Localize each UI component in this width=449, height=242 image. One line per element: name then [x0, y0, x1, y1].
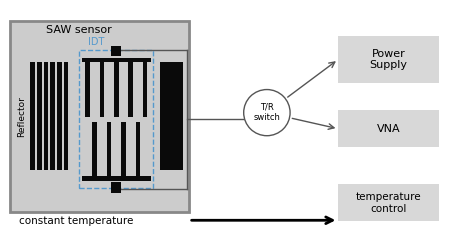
Bar — [128, 62, 133, 117]
Text: Power
Supply: Power Supply — [370, 49, 408, 70]
Bar — [64, 62, 68, 170]
Bar — [82, 58, 151, 62]
Bar — [338, 110, 439, 147]
Bar — [167, 62, 172, 170]
Text: T/R
switch: T/R switch — [253, 103, 280, 122]
Bar — [175, 62, 179, 170]
Text: SAW sensor: SAW sensor — [46, 25, 112, 35]
Text: IDT: IDT — [88, 37, 105, 47]
Bar — [37, 62, 42, 170]
Bar — [338, 184, 439, 221]
Bar — [143, 62, 147, 117]
Text: VNA: VNA — [377, 124, 401, 134]
Bar — [163, 62, 168, 170]
Ellipse shape — [244, 90, 290, 136]
Bar — [92, 121, 97, 176]
Bar — [178, 62, 183, 170]
Bar — [100, 62, 104, 117]
Bar — [44, 62, 48, 170]
Bar — [57, 62, 62, 170]
Bar — [107, 121, 111, 176]
Bar — [160, 62, 164, 170]
Bar — [50, 62, 55, 170]
Bar — [31, 62, 35, 170]
Text: temperature
control: temperature control — [356, 192, 421, 214]
Bar — [111, 46, 121, 56]
Bar — [85, 62, 90, 117]
Bar — [79, 50, 153, 188]
Text: constant temperature: constant temperature — [19, 217, 134, 227]
Bar — [114, 62, 119, 117]
Bar — [82, 176, 151, 181]
Bar — [171, 62, 176, 170]
Bar — [136, 121, 140, 176]
Bar — [111, 182, 121, 193]
Text: Reflector: Reflector — [17, 96, 26, 137]
Bar — [10, 21, 189, 212]
Bar — [121, 121, 126, 176]
Bar — [338, 36, 439, 83]
